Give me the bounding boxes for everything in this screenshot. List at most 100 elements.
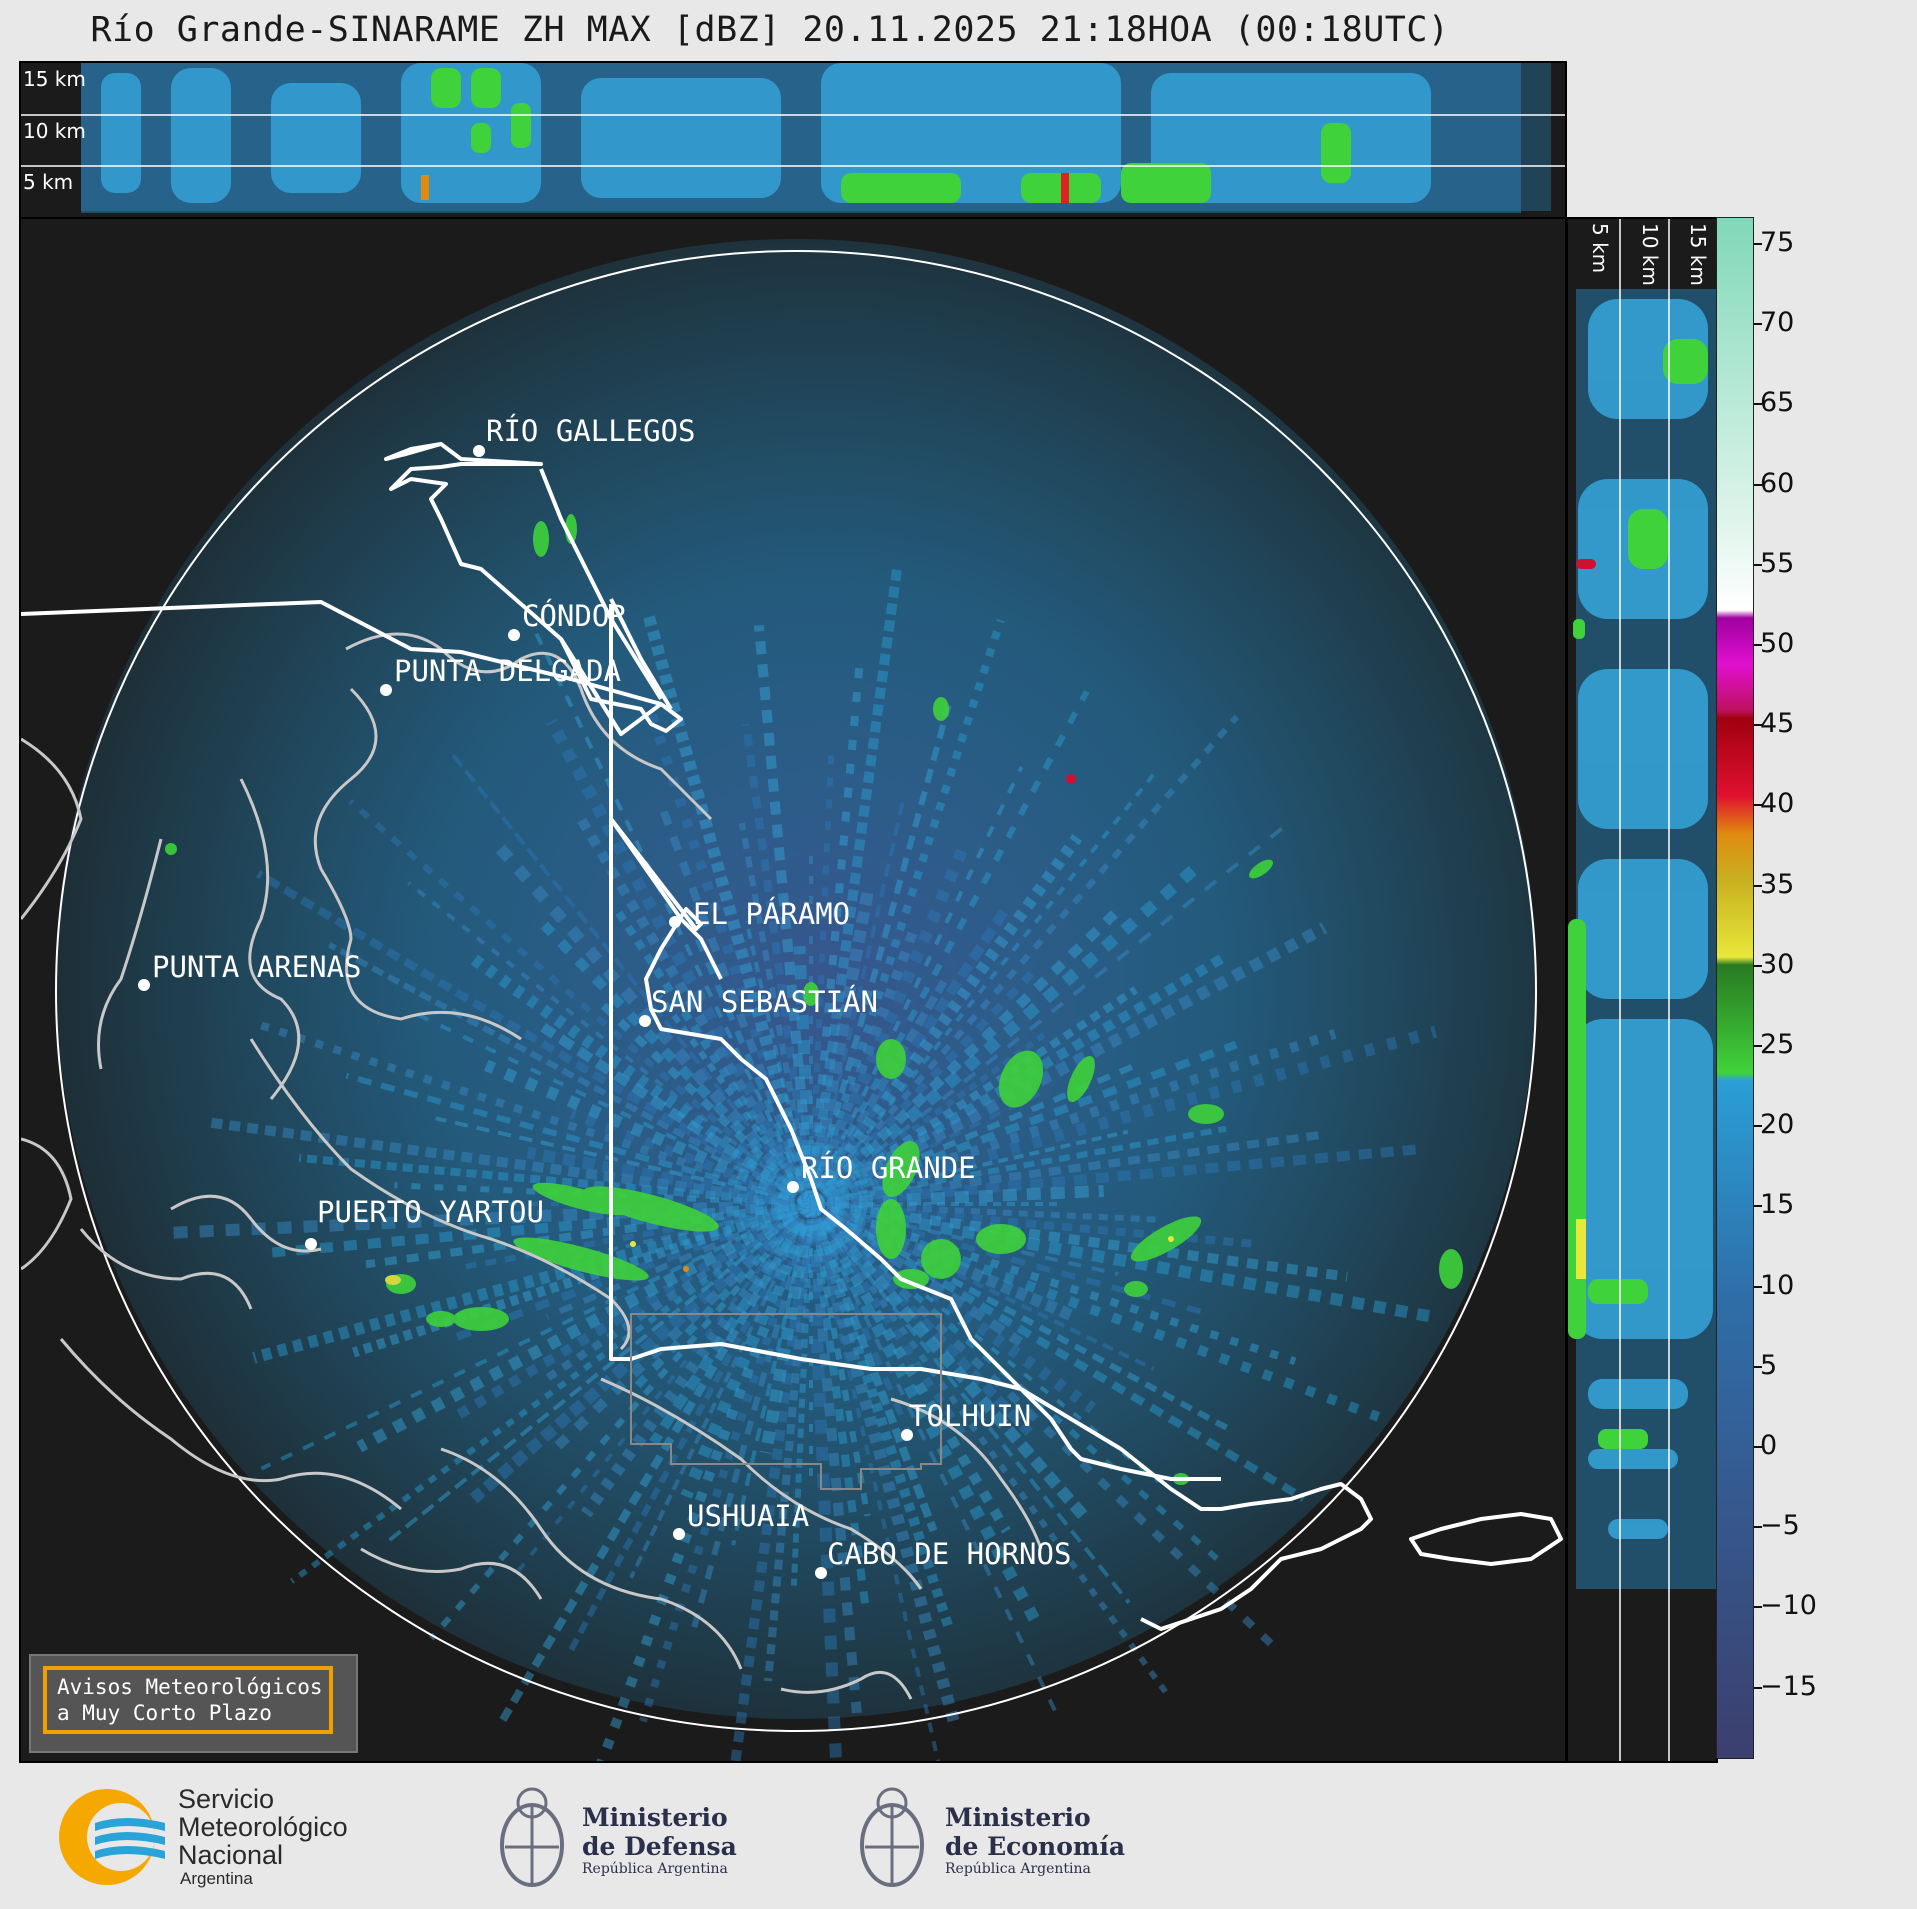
echo-ray [681, 906, 814, 1206]
colorbar-tick-label: 70 [1760, 307, 1795, 339]
top-profile-graphic [21, 63, 1565, 213]
defensa-line-2: de Defensa [582, 1832, 737, 1861]
echo-ray [526, 1146, 813, 1210]
echo-ray [495, 1201, 815, 1729]
echo-ray [252, 1198, 813, 1364]
colorbar-tick-mark [1754, 1125, 1762, 1128]
echo-ray [809, 772, 1156, 1206]
economia-logo-text: Ministerio de Economía República Argenti… [945, 1803, 1125, 1877]
echo-ray [742, 723, 815, 1205]
echo-ray [546, 718, 817, 1207]
colorbar-tick-label: 0 [1760, 1430, 1778, 1461]
colorbar-tick-mark [1754, 1526, 1762, 1529]
echo-ray [266, 1199, 812, 1258]
echo-ray [365, 1200, 812, 1269]
echo-ray [753, 624, 816, 1205]
colorbar-tick-label: 25 [1760, 1029, 1795, 1060]
echo-ray [810, 1202, 1155, 1371]
echo-ray [790, 1203, 814, 1586]
echo-ray [793, 945, 817, 1205]
echo-ray [298, 1153, 812, 1208]
echo-ray [451, 1199, 814, 1422]
echo-ray [545, 1201, 813, 1320]
echo-ray [632, 1201, 814, 1391]
echo-ray [808, 752, 835, 1205]
echo-ray [805, 1203, 843, 1761]
echo-ray [469, 1199, 815, 1504]
echo-ray [808, 922, 1328, 1210]
echo-ray [806, 563, 903, 1205]
echo-ray [730, 1203, 816, 1761]
echo-ray [260, 1202, 812, 1471]
echo-ray [599, 1001, 814, 1207]
colorbar-tick-mark [1754, 403, 1762, 406]
colorbar-tick-mark [1754, 483, 1762, 486]
side-height-label-15km: 15 km [1686, 223, 1710, 286]
top-height-profile: 15 km 10 km 5 km [19, 61, 1567, 219]
echo-ray [447, 749, 813, 1206]
echo-ray [810, 1125, 1227, 1207]
echo-ray [806, 1200, 1088, 1519]
colorbar-tick-label: −15 [1760, 1670, 1817, 1702]
city-label-ushuaia: USHUAIA [687, 1499, 810, 1533]
city-label-san-sebastian: SAN SEBASTIÁN [651, 985, 878, 1019]
smn-logo-icon [59, 1789, 165, 1885]
colorbar-tick-label: 5 [1760, 1349, 1778, 1381]
echo-ray [809, 1198, 1440, 1324]
echo-ray [383, 1202, 813, 1546]
echo-ray [738, 822, 814, 1205]
city-label-condor: CÓNDOR [522, 599, 627, 633]
city-label-tolhuin: TOLHUIN [909, 1399, 1032, 1433]
city-label-el-paramo: EL PÁRAMO [693, 897, 851, 931]
height-label-15km: 15 km [23, 67, 86, 91]
colorbar-tick-mark [1754, 1205, 1762, 1208]
colorbar-tick-label: 60 [1760, 467, 1795, 499]
echo-ray [810, 1129, 1129, 1206]
colorbar-tick-mark [1754, 1365, 1762, 1368]
echo-ray [809, 1025, 1438, 1210]
colorbar-tick-mark [1754, 1446, 1762, 1448]
city-label-puerto-yartou: PUERTO YARTOU [317, 1195, 544, 1229]
colorbar-tick-mark [1754, 563, 1762, 566]
echo-ray [808, 1203, 871, 1517]
echo-ray [764, 1203, 815, 1682]
colorbar-tick-mark [1754, 1686, 1762, 1689]
echo-ray [808, 1201, 1276, 1649]
echo-ray [806, 833, 1083, 1208]
side-height-label-5km: 5 km [1588, 223, 1612, 274]
side-profile-graphic [1568, 219, 1716, 1761]
smn-line-2: Meteorológico [178, 1812, 348, 1842]
smn-line-4: Argentina [180, 1869, 253, 1888]
notice-line-1: Avisos Meteorológicos [57, 1675, 323, 1699]
economia-seal-icon [860, 1787, 924, 1887]
echo-ray [806, 904, 1012, 1207]
echo-ray [327, 942, 813, 1207]
colorbar-tick-label: 35 [1760, 868, 1795, 900]
echo-ray [810, 1184, 1104, 1210]
colorbar-tick-label: −10 [1760, 1590, 1817, 1622]
colorbar-tick-label: 55 [1760, 547, 1795, 579]
colorbar-tick-label: 75 [1760, 227, 1795, 258]
notice-line-2: a Muy Corto Plazo [57, 1701, 272, 1725]
echo-ray [807, 618, 1005, 1206]
echo-ray [805, 885, 875, 1206]
echo-ray [168, 1198, 812, 1239]
echo-ray [808, 714, 1239, 1206]
height-label-10km: 10 km [23, 119, 86, 143]
city-label-punta-arenas: PUNTA ARENAS [152, 950, 362, 984]
notice-box: Avisos Meteorológicos a Muy Corto Plazo [29, 1654, 358, 1753]
city-label-rio-gallegos: RÍO GALLEGOS [486, 414, 696, 448]
coastline [21, 632, 1043, 1700]
smn-line-3: Nacional [178, 1840, 284, 1870]
zone-outline [630, 1313, 942, 1490]
colorbar-tick-mark [1754, 1606, 1762, 1609]
city-label-rio-grande: RÍO GRANDE [801, 1151, 976, 1185]
echo-ray [805, 1202, 962, 1730]
echo-ray [259, 1021, 813, 1208]
echo-ray [807, 1200, 1033, 1436]
echo-ray [529, 622, 813, 1205]
economia-line-3: República Argentina [945, 1861, 1091, 1877]
smn-logo-text: Servicio Meteorológico Nacional Argentin… [178, 1785, 348, 1889]
colorbar-tick-label: 20 [1760, 1109, 1795, 1141]
defensa-seal-icon [500, 1787, 564, 1887]
